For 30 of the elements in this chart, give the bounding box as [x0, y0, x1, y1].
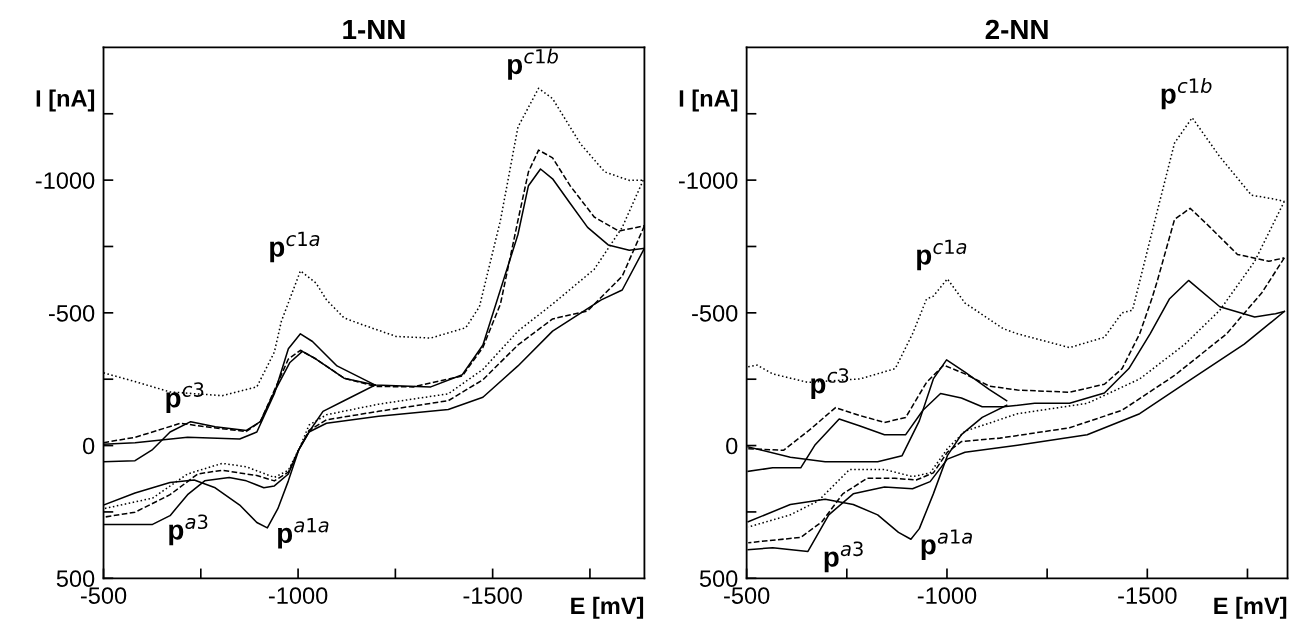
y-tick-label: -500: [692, 304, 738, 322]
y-tick-label: 0: [726, 437, 738, 455]
x-tick-label: -1000: [917, 587, 977, 604]
x-tick-label: -500: [724, 587, 770, 604]
y-tick-label: 500: [699, 570, 738, 588]
annotation: p$^{c3}$: [166, 382, 204, 414]
annotation: p$^{a3}$: [824, 541, 863, 573]
chart-title: 2-NN: [985, 19, 1048, 40]
y-tick-label: -500: [48, 304, 95, 322]
x-tick-label: -1000: [268, 587, 328, 604]
y-tick-label: -1000: [35, 172, 95, 189]
x-axis-title: E [mV]: [1214, 596, 1287, 619]
annotation: p$^{c3}$: [811, 368, 849, 399]
annotation: p$^{c1a}$: [917, 239, 967, 271]
annotation: p$^{a3}$: [169, 514, 208, 546]
y-axis-title: I [nA]: [679, 89, 738, 112]
annotation: p$^{a1a}$: [278, 517, 329, 549]
x-tick-label: -1500: [1118, 587, 1177, 604]
annotation: p$^{c1b}$: [508, 48, 558, 80]
y-axis-title: I [nA]: [36, 89, 95, 112]
x-axis-title: E [mV]: [571, 596, 644, 619]
y-tick-label: -1000: [678, 172, 738, 189]
y-tick-label: 500: [56, 570, 95, 588]
annotation: p$^{c1a}$: [270, 231, 320, 263]
chart-title: 1-NN: [343, 19, 405, 40]
annotation: p$^{a1a}$: [921, 529, 972, 560]
annotation: p$^{c1b}$: [1161, 78, 1212, 110]
y-tick-label: 0: [82, 437, 95, 455]
x-tick-label: -500: [80, 587, 127, 604]
x-tick-label: -1500: [463, 587, 522, 604]
